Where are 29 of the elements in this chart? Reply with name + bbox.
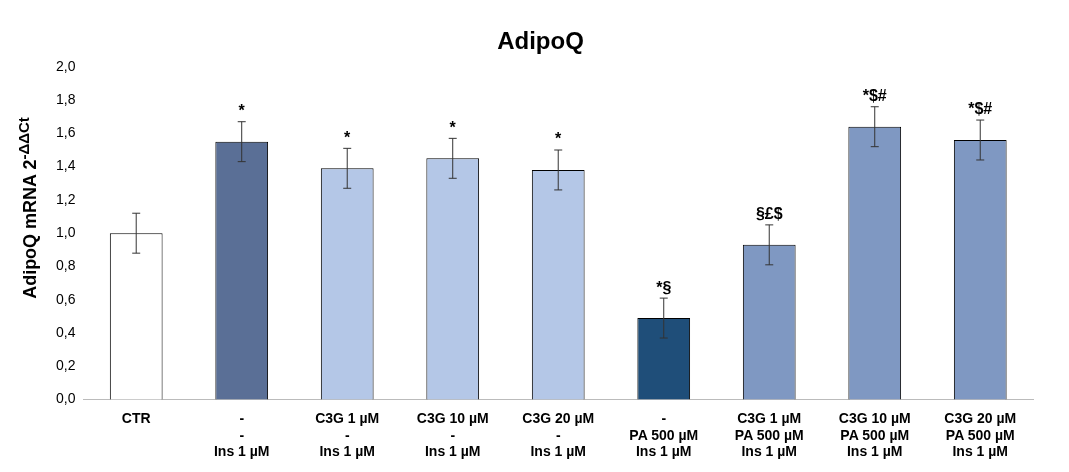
x-tick-label: - PA 500 µM Ins 1 µM <box>629 409 699 460</box>
y-tick-label: 2,0 <box>55 57 76 74</box>
annotation: *§ <box>656 278 672 296</box>
y-tick-label: 1,4 <box>55 157 76 174</box>
x-tick-label: C3G 10 µM - Ins 1 µM <box>416 409 489 460</box>
y-tick-label: 1,8 <box>55 90 76 107</box>
annotation: * <box>238 102 246 120</box>
x-tick-label: C3G 1 µM - Ins 1 µM <box>315 409 380 460</box>
y-tick-label: 0,2 <box>55 357 76 374</box>
y-tick-label: 0,4 <box>55 323 76 340</box>
chart-title: AdipoQ <box>497 27 584 55</box>
x-tick-label: CTR <box>121 409 151 426</box>
x-tick-label: C3G 1 µM PA 500 µM Ins 1 µM <box>734 409 804 460</box>
annotation: §£$ <box>755 205 783 223</box>
x-tick-label: C3G 20 µM - Ins 1 µM <box>522 409 595 460</box>
x-tick-label: C3G 20 µM PA 500 µM Ins 1 µM <box>944 409 1017 460</box>
annotation: * <box>555 130 563 148</box>
y-tick-label: 1,2 <box>55 190 76 207</box>
x-tick-label: C3G 10 µM PA 500 µM Ins 1 µM <box>838 409 911 460</box>
annotation: *$# <box>862 87 887 105</box>
annotation: * <box>449 118 457 136</box>
annotation: * <box>344 128 352 146</box>
y-tick-label: 0,8 <box>55 257 76 274</box>
y-tick-label: 1,0 <box>55 224 76 241</box>
y-tick-label: 0,0 <box>55 390 76 407</box>
y-tick-label: 0,6 <box>55 290 76 307</box>
annotation: *$# <box>968 100 993 118</box>
y-tick-label: 1,6 <box>55 124 76 141</box>
x-tick-label: - - Ins 1 µM <box>213 409 270 460</box>
